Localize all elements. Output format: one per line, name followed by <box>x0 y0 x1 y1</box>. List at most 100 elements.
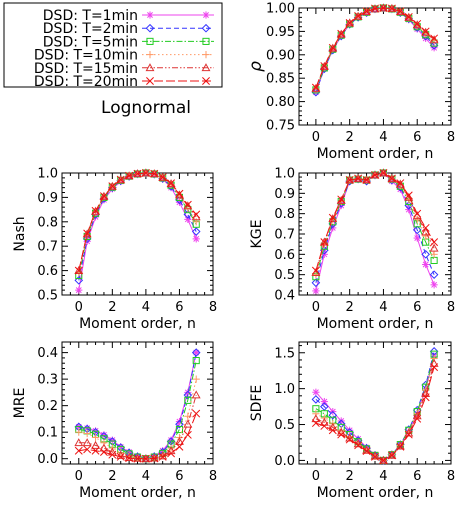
data-point <box>353 174 363 184</box>
data-point <box>319 237 329 246</box>
data-point <box>412 225 422 235</box>
data-point <box>175 198 184 206</box>
data-point <box>396 7 405 16</box>
data-point <box>387 174 396 183</box>
data-point <box>133 169 142 179</box>
legend-marker <box>202 51 210 59</box>
legend-label: DSD: T=1min <box>43 8 138 24</box>
data-point <box>395 179 405 188</box>
data-point <box>175 419 184 429</box>
y-axis-label: MRE <box>12 388 28 419</box>
data-point <box>82 438 92 447</box>
series-path <box>78 172 197 271</box>
y-tick-label: 0.5 <box>274 418 295 433</box>
data-point <box>99 448 108 457</box>
data-point <box>183 201 193 210</box>
data-point <box>429 270 439 279</box>
series-path <box>78 172 197 276</box>
series-path <box>78 172 197 274</box>
data-point <box>192 409 201 418</box>
series-line <box>75 169 200 280</box>
series-path <box>315 172 435 275</box>
y-tick-label: 0.95 <box>266 25 295 40</box>
legend-marker <box>146 77 154 85</box>
data-point <box>387 174 397 183</box>
y-tick-label: 0.1 <box>37 426 58 441</box>
data-point <box>133 169 142 178</box>
data-point <box>337 430 346 439</box>
data-point <box>429 358 439 367</box>
data-point <box>328 219 338 229</box>
legend-label: DSD: T=10min <box>34 48 138 64</box>
y-axis-label: Nash <box>12 216 28 251</box>
legend-marker <box>146 11 154 19</box>
data-point <box>320 422 329 430</box>
legend-marker <box>201 23 211 33</box>
data-point <box>353 11 363 20</box>
data-point <box>371 171 379 179</box>
data-point <box>387 451 396 460</box>
data-point <box>345 175 354 184</box>
y-tick-label: 0.6 <box>274 248 295 263</box>
y-tick-label: 1.5 <box>274 346 295 361</box>
panel-kge: 0 2 4 6 8 0.4 0.5 0.6 0.7 0.8 0.9 1.0 Moment order, … <box>249 167 455 333</box>
data-point <box>99 192 108 201</box>
data-point <box>320 397 328 406</box>
data-point <box>354 12 363 20</box>
data-point <box>125 171 134 180</box>
data-point <box>82 229 92 238</box>
x-tick-label: 4 <box>379 300 387 315</box>
data-point <box>362 7 371 16</box>
legend-marker <box>145 63 155 72</box>
legend-label: DSD: T=5min <box>43 34 138 50</box>
x-tick-label: 8 <box>209 469 217 484</box>
data-point <box>116 452 125 461</box>
data-point <box>430 34 439 43</box>
data-point <box>413 414 422 423</box>
data-point <box>413 209 422 218</box>
x-tick-label: 8 <box>209 300 217 315</box>
data-point <box>345 18 355 27</box>
data-point <box>371 452 379 461</box>
x-axis-label: Moment order, n <box>79 316 196 332</box>
data-point <box>91 433 100 442</box>
y-tick-label: 0.4 <box>37 346 58 361</box>
legend-marker <box>202 11 210 19</box>
series-line <box>75 169 200 294</box>
data-point <box>183 430 192 439</box>
legend-entry: DSD: T=10min <box>34 48 214 64</box>
data-point <box>404 430 413 439</box>
legend-marker <box>146 51 154 59</box>
y-tick-label: 0.3 <box>37 373 58 388</box>
x-tick-label: 8 <box>447 469 455 484</box>
data-point <box>430 281 438 289</box>
y-tick-label: 0.85 <box>266 72 295 87</box>
data-point <box>192 375 200 383</box>
data-point <box>430 250 438 258</box>
data-point <box>311 83 321 92</box>
data-point <box>133 454 142 463</box>
legend-entry: DSD: T=2min <box>43 21 214 37</box>
data-point <box>337 29 346 38</box>
y-tick-label: 0.90 <box>266 48 295 63</box>
series-path <box>315 172 435 292</box>
data-point <box>175 425 184 434</box>
data-point <box>319 417 329 426</box>
x-tick-label: 6 <box>175 469 183 484</box>
data-point <box>378 168 388 177</box>
data-point <box>396 179 405 188</box>
data-point <box>354 174 363 183</box>
data-point <box>192 357 200 365</box>
data-point <box>184 215 192 223</box>
data-point <box>379 456 388 465</box>
x-tick-label: 0 <box>312 469 320 484</box>
panel-rho: 0 2 4 6 8 0.75 0.80 0.85 0.90 0.95 1.00 Moment orde… <box>246 2 455 163</box>
legend-box <box>3 2 223 88</box>
x-axis-label: Moment order, n <box>317 146 434 162</box>
y-tick-label: 0.7 <box>274 228 295 243</box>
panel-mre: 0 2 4 6 8 0.0 0.1 0.2 0.3 0.4 Moment order, n MRE <box>12 341 217 501</box>
y-tick-label: 0.5 <box>274 268 295 283</box>
data-point <box>379 4 388 12</box>
data-point <box>430 238 439 247</box>
